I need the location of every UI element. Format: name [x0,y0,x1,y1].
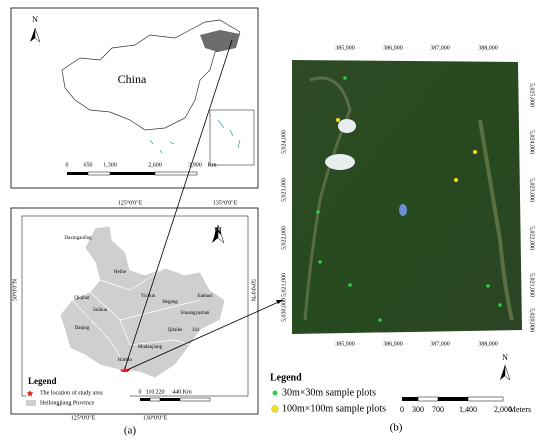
city-label: Heihe [114,270,127,275]
x-tick-label: 385,000 [335,341,355,347]
y-tick-label: 5,030,000 [281,298,287,322]
south-sea-inset [209,109,255,166]
scale-label: 220 [156,389,165,395]
y-tick-label: 5,020,000 [529,308,535,332]
y-tick-label: 5,024,000 [281,130,287,154]
x-tick-label: 385,000 [335,45,355,51]
scale-label: 0 [400,405,404,414]
islands [149,119,241,154]
x-tick-label: 387,000 [430,341,450,347]
scale-label: 1,400 [459,405,477,414]
y-tick-label: 5,021,000 [281,273,287,297]
road [303,76,352,321]
province-scale-bar [140,397,211,402]
city-label: Yichun [141,294,156,299]
city-label: Qitaihe [168,328,183,333]
water [399,204,407,216]
scale-label: 700 [432,405,444,414]
scale-label: 110 [146,389,155,395]
city-boundaries [71,267,201,366]
city-label: Qiqihar [74,296,90,301]
north-arrow [500,364,511,381]
legend-star [26,390,34,397]
city-label: Jiamusi [197,294,213,299]
scale-label: Meters [509,405,531,414]
north-arrow [30,27,41,43]
connector [126,299,284,371]
longitude-label: 135°0'0"E [213,199,238,206]
legend-marker [271,405,279,413]
connector [124,39,233,369]
arrow-head [276,300,283,304]
caption: (a) [124,425,137,437]
x-tick-label: 386,000 [383,341,403,347]
scale-label: 650 [84,162,93,168]
scale-label: 1,300 [103,162,117,168]
legend-label: 30m×30m sample plots [282,387,376,398]
country-label: China [118,72,147,86]
latitude-label: 50°0'0"N [250,279,257,302]
x-tick-label: 388,000 [478,45,498,51]
north-label: N [214,226,222,238]
sample-plots-100m [336,118,477,182]
scale-label: 2,000 [494,405,512,414]
legend-title: Legend [28,376,57,386]
city-label: Hegang [162,300,178,305]
scale-label: 300 [412,405,424,414]
cloud [338,119,356,133]
legend-label: 100m×100m sample plots [282,403,386,414]
legend-box [26,372,130,409]
legend-swatch [26,400,36,406]
y-tick-label: 5,021,000 [529,273,535,297]
y-tick-label: 5,025,000 [529,83,535,107]
latitude-label: 50°0'0"N [11,278,18,301]
satellite-image [292,60,522,334]
north-arrow [212,224,225,244]
north-label: N [32,15,38,24]
north-label: N [502,353,508,362]
y-tick-label: 5,023,000 [281,178,287,202]
city-label: Suihua [93,308,108,313]
scale-label: 3,900 [188,162,202,168]
scale-label: Km [208,162,217,168]
sample-plots-30m [316,76,502,322]
legend-marker [272,390,278,396]
y-tick-label: 5,022,000 [529,226,535,250]
city-label: Harbin [118,358,132,363]
scale-label: 0 [66,162,69,168]
legend-title: Legend [270,372,302,383]
province-map-frame [21,215,249,397]
caption: (b) [390,422,403,434]
y-tick-label: 5,022,000 [281,226,287,250]
heilongjiang-map [59,225,226,379]
scale-label: 440 Km [172,389,192,395]
cloud [325,154,355,170]
china-scale-bar [67,171,198,176]
legend-label: The location of study area [40,389,103,396]
city-label: Shuangyashan [181,311,210,316]
longitude-label: 125°0'0"E [118,199,143,206]
city-label: Daxinganling [64,236,92,241]
china-outline [61,19,241,131]
valley [478,119,514,321]
china-frame [10,7,259,189]
longitude-label: 130°0'0"E [143,414,168,421]
city-label: Daqing [75,326,90,331]
y-tick-label: 5,023,000 [529,178,535,202]
scale-label: 0 [139,389,142,395]
longitude-label: 125°0'0"E [71,414,96,421]
legend-label: Heilongjiang Province [40,400,94,406]
image-scale-bar [402,396,504,402]
x-tick-label: 386,000 [383,45,403,51]
city-label: Mudanjiang [138,345,163,350]
scale-label: 2,600 [148,162,162,168]
x-tick-label: 387,000 [430,45,450,51]
y-tick-label: 5,024,000 [529,130,535,154]
city-label: Jixi [192,328,200,333]
x-tick-label: 388,000 [478,341,498,347]
